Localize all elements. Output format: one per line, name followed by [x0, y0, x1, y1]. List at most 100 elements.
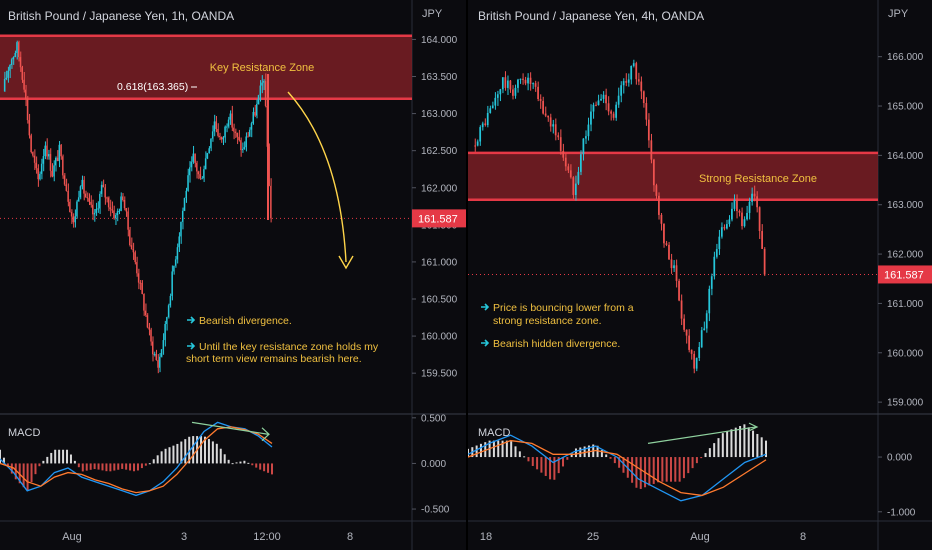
y-tick-label: 164.000 [887, 151, 924, 162]
candle-body [642, 91, 645, 103]
price-axis[interactable]: 166.000 165.000 164.000 163.000 162.000 161.0… [878, 52, 924, 409]
candle-body [3, 79, 6, 92]
candle-body [185, 190, 187, 199]
last-price-tag: 161.587 [878, 265, 932, 284]
candle-body [268, 146, 270, 186]
y-tick-label: 163.500 [421, 72, 458, 83]
note-text: Bearish divergence. [199, 315, 292, 327]
macd-histogram-bar [760, 437, 763, 458]
candle-body [751, 193, 753, 202]
candle-body [162, 340, 164, 350]
candle-body [665, 243, 668, 245]
candle-body [178, 236, 180, 248]
macd-tick-label: -0.500 [421, 505, 450, 516]
macd-histogram-bar [708, 448, 711, 458]
macd-histogram-bar [156, 455, 159, 464]
candle-body [70, 212, 73, 217]
currency-label: JPY [888, 8, 909, 20]
macd-histogram-bar [747, 427, 750, 458]
candle-body [130, 245, 133, 250]
candle-body [79, 186, 82, 198]
macd-pane[interactable]: 0.000 -1.000 [468, 422, 916, 518]
candle-body [116, 211, 119, 216]
macd-histogram-bar [62, 449, 65, 464]
macd-histogram-bar [109, 463, 112, 472]
macd-histogram-bar [168, 447, 171, 464]
candle-body [705, 313, 708, 329]
candle-body [10, 59, 13, 66]
macd-histogram-bar [231, 463, 234, 465]
right-chart-canvas[interactable]: Strong Resistance Zone Price is bouncing… [468, 0, 932, 550]
price-tag-bg [878, 265, 932, 284]
right-chart-panel[interactable]: Strong Resistance Zone Price is bouncing… [468, 0, 932, 550]
macd-histogram-bar [0, 449, 1, 464]
candlestick-series [3, 40, 272, 374]
candle-body [486, 112, 489, 126]
macd-histogram-bar [89, 463, 92, 470]
candle-body [710, 276, 713, 289]
price-tag-text: 161.587 [418, 213, 458, 225]
candle-body [132, 249, 134, 253]
arrow-head-icon [338, 255, 354, 270]
left-chart-panel[interactable]: Key Resistance Zone 0.618(163.365) Beari… [0, 0, 466, 550]
arrow-right-icon [481, 303, 490, 311]
candle-body [678, 280, 680, 301]
candle-body [650, 140, 653, 160]
resistance-zone [468, 151, 878, 275]
candle-body [579, 154, 582, 172]
macd-histogram-bar [22, 463, 25, 488]
y-tick-label: 159.500 [421, 369, 458, 380]
candle-body [102, 184, 105, 188]
candle-body [718, 236, 721, 250]
macd-histogram-bar [752, 430, 755, 458]
macd-histogram-bar [34, 463, 37, 475]
macd-histogram-bar [38, 463, 41, 467]
candle-body [763, 248, 766, 275]
candle-body [153, 353, 156, 355]
macd-histogram-bar [484, 442, 487, 458]
candle-body [222, 137, 224, 140]
macd-histogram-bar [85, 463, 88, 471]
candle-body [181, 210, 184, 222]
candle-body [733, 200, 736, 209]
macd-histogram-bar [207, 439, 210, 464]
note-text: Until the key resistance zone holds my [199, 341, 379, 353]
candle-body [40, 163, 43, 174]
candle-body [240, 140, 242, 151]
time-axis[interactable]: Aug 3 12:00 8 [62, 531, 353, 543]
time-axis[interactable]: 18 25 Aug 8 [480, 531, 806, 543]
macd-histogram-bar [203, 436, 206, 464]
candle-body [509, 80, 512, 90]
candle-body [122, 196, 124, 200]
candle-body [597, 100, 600, 106]
candle-body [148, 327, 150, 330]
macd-histogram-bar [105, 463, 108, 472]
macd-pane[interactable]: 0.500 0.000 -0.500 [0, 413, 450, 516]
candle-body [559, 137, 562, 151]
macd-histogram-bar [243, 460, 246, 464]
candle-body [698, 347, 701, 358]
left-chart-canvas[interactable]: Key Resistance Zone 0.618(163.365) Beari… [0, 0, 466, 550]
chart-title: British Pound / Japanese Yen, 1h, OANDA [8, 9, 235, 23]
candle-body [690, 349, 693, 354]
candle-body [86, 197, 89, 199]
macd-histogram-bar [30, 463, 33, 483]
macd-histogram-bar [622, 457, 625, 473]
candle-body [517, 79, 519, 88]
candle-body [660, 214, 663, 224]
macd-histogram-bar [180, 441, 183, 464]
candle-body [137, 273, 140, 283]
candle-body [90, 201, 92, 205]
candle-body [723, 227, 726, 229]
candle-body [39, 173, 41, 180]
candle-body [700, 330, 703, 348]
candle-body [204, 158, 207, 170]
candle-body [552, 124, 555, 127]
macd-histogram-bar [200, 436, 203, 464]
candle-body [615, 104, 617, 118]
candle-body [494, 97, 497, 106]
candle-body [532, 83, 534, 85]
macd-histogram-bar [215, 443, 218, 464]
candle-body [569, 170, 572, 178]
candle-body [51, 170, 53, 177]
